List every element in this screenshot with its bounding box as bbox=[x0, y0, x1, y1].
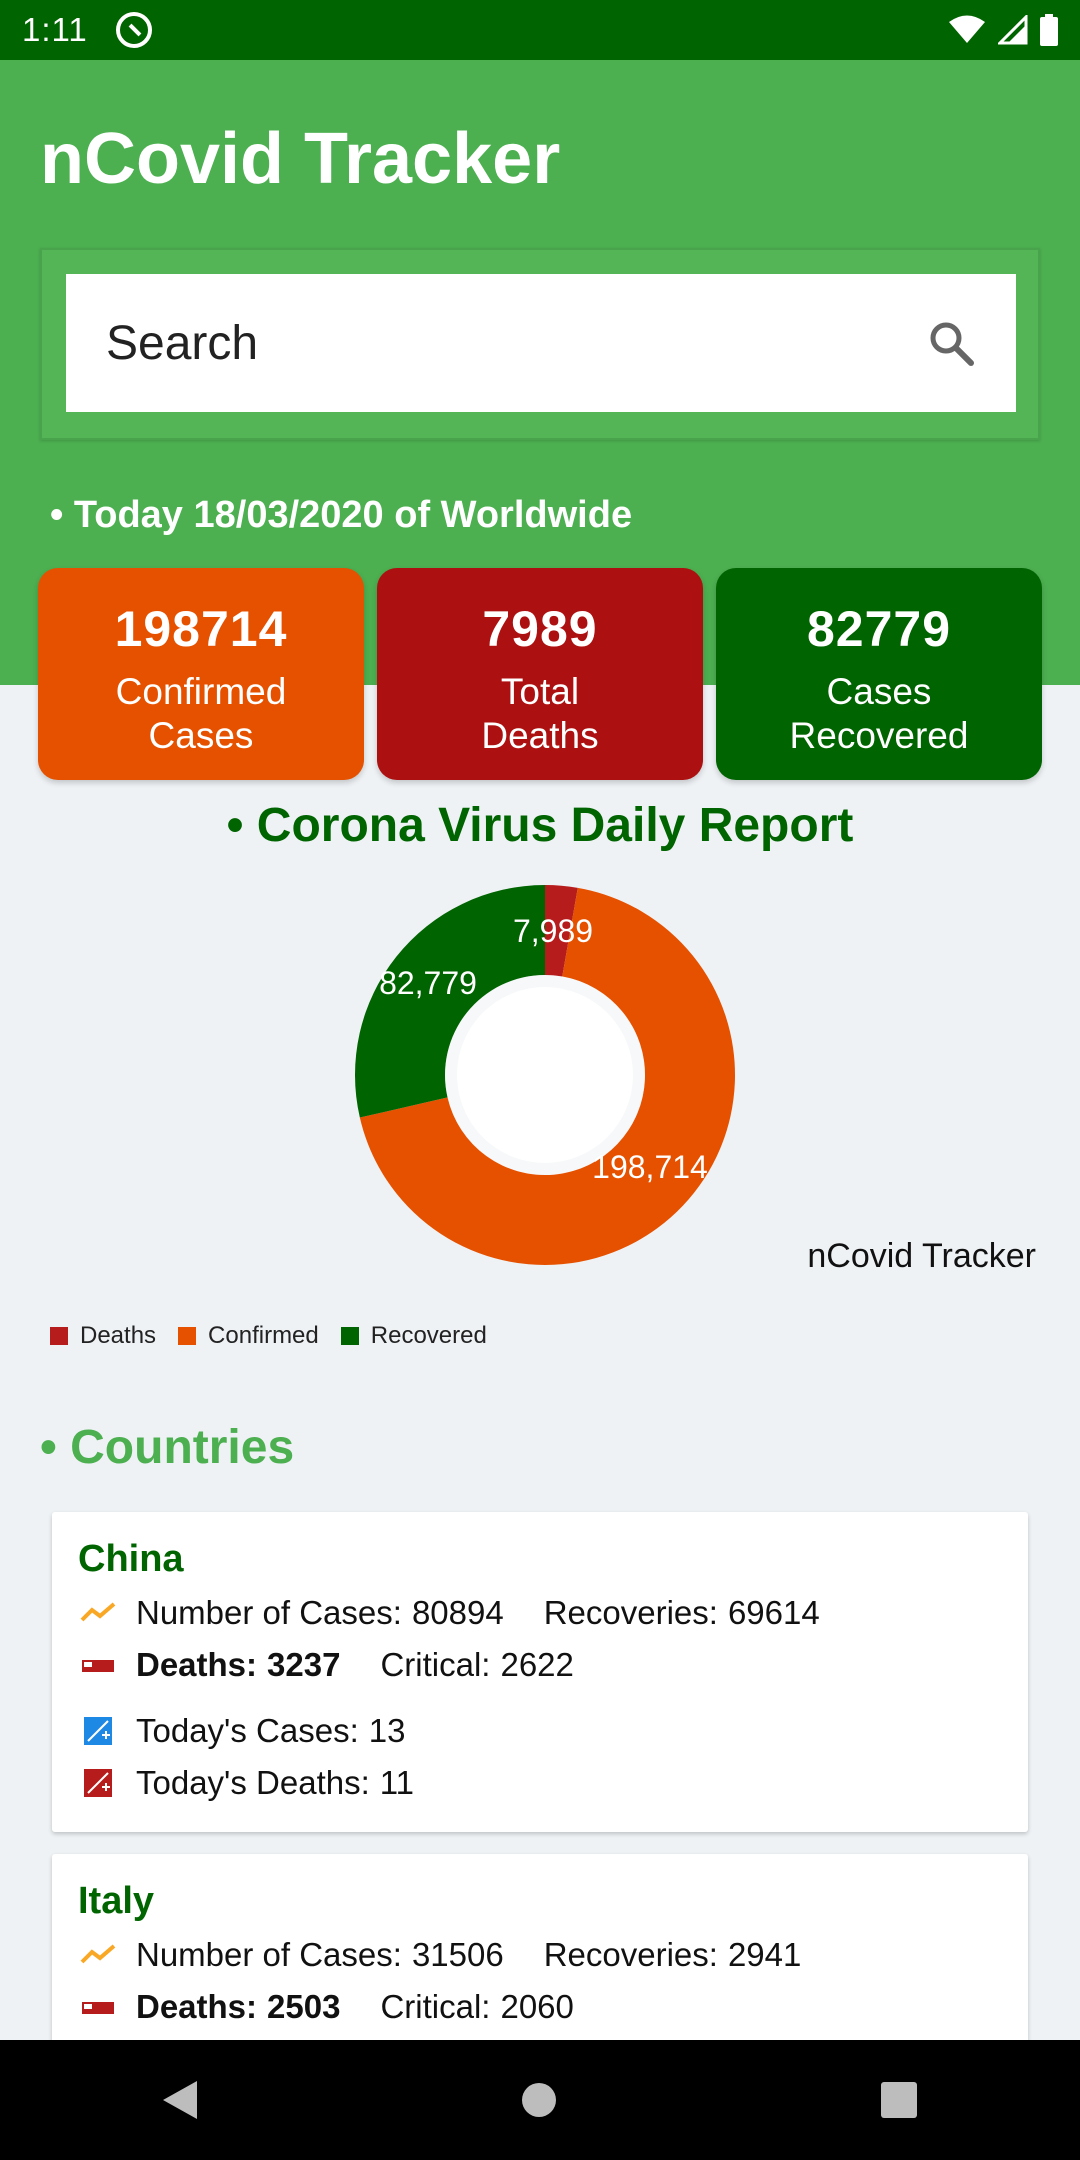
status-time: 1:11 bbox=[22, 11, 88, 48]
critical-label: Critical: bbox=[380, 1646, 491, 1683]
country-card-italy[interactable]: Italy Number of Cases: 31506 Recoveries:… bbox=[52, 1854, 1028, 2054]
recent-apps-button[interactable] bbox=[881, 2082, 918, 2118]
slice-value-label: 198,714 bbox=[592, 1149, 708, 1185]
battery-icon bbox=[1040, 14, 1058, 46]
stat-label-line: Deaths bbox=[481, 715, 599, 756]
countries-section-title: • Countries bbox=[40, 1421, 295, 1474]
today-deaths-label: Today's Deaths: bbox=[136, 1764, 370, 1801]
search-placeholder: Search bbox=[106, 316, 259, 370]
recoveries-value: 2941 bbox=[727, 1936, 802, 1973]
stat-label: Cases Recovered bbox=[716, 670, 1042, 758]
back-button[interactable] bbox=[162, 2081, 197, 2119]
stat-label-line: Confirmed bbox=[115, 671, 287, 712]
stat-label-line: Cases bbox=[826, 671, 932, 712]
recoveries-value: 69614 bbox=[727, 1594, 820, 1631]
search-input[interactable]: Search bbox=[66, 274, 1016, 412]
deaths-value: 3237 bbox=[267, 1646, 341, 1683]
search-icon[interactable] bbox=[926, 318, 976, 368]
stat-label: Confirmed Cases bbox=[38, 670, 364, 758]
legend-label: Recovered bbox=[370, 1322, 487, 1349]
total-deaths-card[interactable]: 7989 Total Deaths bbox=[377, 568, 703, 780]
status-icons bbox=[948, 14, 1058, 46]
bed-icon bbox=[78, 1649, 118, 1681]
country-name: China bbox=[78, 1538, 184, 1580]
stat-label: Total Deaths bbox=[377, 670, 703, 758]
deaths-row: Deaths: 3237 Critical: 2622 bbox=[78, 1646, 574, 1684]
stat-label-line: Total bbox=[500, 671, 580, 712]
stat-value: 7989 bbox=[482, 601, 598, 657]
country-name: Italy bbox=[78, 1880, 155, 1922]
slice-recovered[interactable] bbox=[355, 885, 545, 1118]
cell-signal-icon bbox=[998, 15, 1028, 45]
system-navigation-bar bbox=[0, 2040, 1080, 2160]
confirmed-cases-card[interactable]: 198714 Confirmed Cases bbox=[38, 568, 364, 780]
legend-label: Deaths bbox=[80, 1322, 157, 1349]
daily-report-chart[interactable]: 7,989 198,714 82,779 bbox=[340, 870, 750, 1280]
cases-recovered-card[interactable]: 82779 Cases Recovered bbox=[716, 568, 1042, 780]
wifi-icon bbox=[949, 15, 985, 43]
search-container: Search bbox=[40, 248, 1040, 440]
legend-label: Confirmed bbox=[208, 1322, 319, 1349]
chart-legend: Deaths Confirmed Recovered bbox=[50, 1322, 487, 1350]
stat-value: 198714 bbox=[114, 601, 288, 657]
cases-value: 80894 bbox=[411, 1594, 504, 1631]
cases-label: Number of Cases: bbox=[136, 1936, 402, 1973]
deaths-label: Deaths: bbox=[136, 1646, 258, 1683]
status-bar: 1:11 bbox=[0, 0, 1080, 60]
slice-value-label: 82,779 bbox=[379, 965, 477, 1001]
trending-up-icon bbox=[78, 1597, 118, 1629]
legend-swatch bbox=[50, 1327, 68, 1345]
critical-label: Critical: bbox=[380, 1988, 491, 2025]
stat-value: 82779 bbox=[806, 601, 952, 657]
today-cases-row: Today's Cases: 13 bbox=[78, 1712, 405, 1750]
today-date-line: • Today 18/03/2020 of Worldwide bbox=[50, 494, 633, 536]
slice-confirmed[interactable] bbox=[359, 887, 735, 1265]
app-title: nCovid Tracker bbox=[40, 119, 561, 199]
recoveries-label: Recoveries: bbox=[543, 1594, 718, 1631]
legend-item-confirmed: Confirmed bbox=[178, 1322, 319, 1350]
donut-hole bbox=[457, 987, 633, 1163]
today-deaths-row: Today's Deaths: 11 bbox=[78, 1764, 414, 1802]
stat-label-line: Recovered bbox=[789, 715, 969, 756]
deaths-row: Deaths: 2503 Critical: 2060 bbox=[78, 1988, 574, 2026]
cases-label: Number of Cases: bbox=[136, 1594, 402, 1631]
deaths-label: Deaths: bbox=[136, 1988, 258, 2025]
donut-chart[interactable]: 7,989 198,714 82,779 bbox=[340, 870, 750, 1280]
critical-value: 2622 bbox=[500, 1646, 574, 1683]
legend-swatch bbox=[340, 1327, 359, 1345]
today-cases-icon bbox=[78, 1715, 118, 1747]
daily-report-title: • Corona Virus Daily Report bbox=[226, 799, 854, 852]
legend-item-deaths: Deaths bbox=[50, 1322, 156, 1350]
today-deaths-icon bbox=[78, 1767, 118, 1799]
deaths-value: 2503 bbox=[267, 1988, 341, 2025]
legend-swatch bbox=[178, 1327, 197, 1345]
today-cases-value: 13 bbox=[368, 1712, 406, 1749]
today-deaths-value: 11 bbox=[379, 1764, 415, 1801]
home-button[interactable] bbox=[521, 2083, 556, 2117]
country-card-china[interactable]: China Number of Cases: 80894 Recoveries:… bbox=[52, 1512, 1028, 1832]
recoveries-label: Recoveries: bbox=[543, 1936, 718, 1973]
trending-up-icon bbox=[78, 1939, 118, 1971]
app-notification-icon bbox=[115, 12, 152, 48]
critical-value: 2060 bbox=[500, 1988, 574, 2025]
chart-caption: nCovid Tracker bbox=[807, 1237, 1036, 1275]
cases-row: Number of Cases: 31506 Recoveries: 2941 bbox=[78, 1936, 801, 1974]
today-cases-label: Today's Cases: bbox=[136, 1712, 359, 1749]
slice-deaths[interactable] bbox=[545, 885, 578, 977]
bed-icon bbox=[78, 1991, 118, 2023]
legend-item-recovered: Recovered bbox=[340, 1322, 487, 1350]
slice-value-label: 7,989 bbox=[513, 913, 593, 949]
cases-row: Number of Cases: 80894 Recoveries: 69614 bbox=[78, 1594, 820, 1632]
cases-value: 31506 bbox=[411, 1936, 504, 1973]
stat-label-line: Cases bbox=[148, 715, 254, 756]
